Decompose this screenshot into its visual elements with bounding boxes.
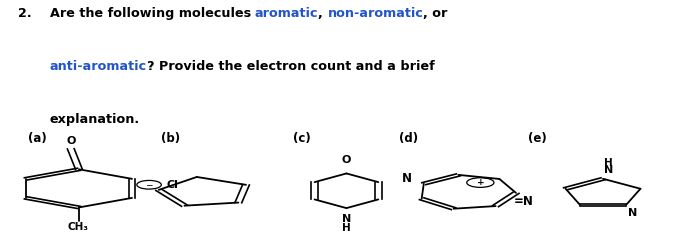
Text: aromatic: aromatic (255, 7, 318, 20)
Text: explanation.: explanation. (50, 113, 140, 126)
Text: (b): (b) (161, 132, 180, 145)
Text: N: N (628, 208, 638, 218)
Text: +: + (477, 178, 484, 187)
Text: (a): (a) (28, 132, 46, 145)
Text: N: N (402, 172, 412, 185)
Text: H: H (604, 158, 613, 168)
Text: N: N (342, 214, 351, 224)
Text: H: H (342, 223, 351, 233)
Text: non-aromatic: non-aromatic (327, 7, 424, 20)
Text: N: N (604, 165, 613, 175)
Text: (e): (e) (528, 132, 547, 145)
Text: Are the following molecules: Are the following molecules (50, 7, 255, 20)
Text: anti-aromatic: anti-aromatic (50, 60, 147, 73)
Text: , or: , or (424, 7, 447, 20)
Text: (d): (d) (399, 132, 418, 145)
Text: ? Provide the electron count and a brief: ? Provide the electron count and a brief (147, 60, 434, 73)
Text: −: − (145, 180, 153, 189)
Text: =N: =N (514, 196, 534, 209)
Text: ,: , (318, 7, 327, 20)
Text: Cl: Cl (166, 180, 178, 190)
Text: 2.: 2. (18, 7, 31, 20)
Text: CH₃: CH₃ (67, 222, 88, 232)
Text: (c): (c) (293, 132, 311, 145)
Text: O: O (66, 136, 76, 146)
Text: O: O (342, 155, 351, 165)
